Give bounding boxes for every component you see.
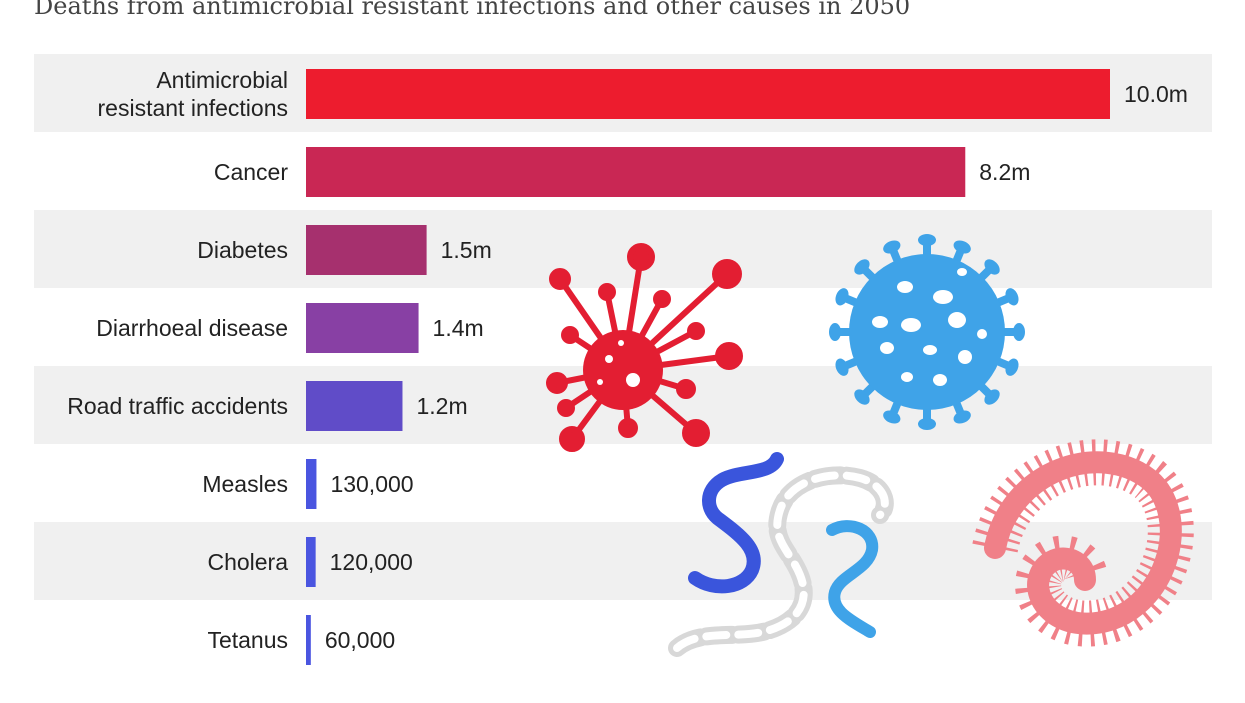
coronavirus-spike-tip	[835, 358, 849, 376]
category-label: Road traffic accidents	[67, 393, 288, 419]
blue-spiral-bacterium-icon	[688, 452, 784, 594]
coronavirus-spike-tip	[1013, 323, 1025, 341]
value-label: 130,000	[330, 471, 413, 497]
value-labels: 10.0m 8.2m 1.5m 1.4m 1.2m 130,000 120,000 60,00…	[325, 81, 1188, 653]
coronavirus-spike-tip	[1005, 358, 1019, 376]
value-label: 60,000	[325, 627, 395, 653]
coronavirus-spike-tip	[854, 389, 870, 405]
value-label: 1.5m	[441, 237, 492, 263]
bars	[306, 69, 1110, 665]
bar	[306, 537, 316, 587]
bar	[306, 303, 419, 353]
category-label: Diabetes	[197, 237, 288, 263]
coronavirus-spike-tip	[883, 410, 901, 424]
category-label: Antimicrobial resistant infections	[98, 67, 288, 121]
category-label: Cancer	[214, 159, 288, 185]
category-label: Cholera	[207, 549, 288, 575]
light-blue-spiral-bacterium-icon	[826, 520, 879, 638]
coronavirus-spike-tip	[984, 389, 1000, 405]
category-label: Tetanus	[207, 627, 288, 653]
coronavirus-spike-tip	[829, 323, 841, 341]
coronavirus-spike-tip	[953, 410, 971, 424]
coronavirus-spike-tip	[835, 288, 849, 306]
value-label: 8.2m	[979, 159, 1030, 185]
row-background	[34, 522, 1212, 600]
coronavirus-spike-tip	[854, 259, 870, 275]
bar	[306, 147, 966, 197]
blue-coronavirus-icon	[829, 234, 1025, 430]
bar	[306, 225, 427, 275]
category-labels: Antimicrobial resistant infections Cancer D…	[67, 67, 288, 653]
value-label: 120,000	[330, 549, 413, 575]
coronavirus-spike-tip	[953, 240, 971, 254]
bar	[306, 615, 311, 665]
coronavirus-spike-tip	[984, 259, 1000, 275]
chart-subtitle: Deaths from antimicrobial resistant infe…	[34, 0, 911, 20]
row-background	[34, 210, 1212, 288]
bar	[306, 69, 1110, 119]
value-label: 10.0m	[1124, 81, 1188, 107]
grey-chain-bacterium-icon	[668, 466, 894, 657]
value-label: 1.2m	[416, 393, 467, 419]
coronavirus-spike-tip	[918, 418, 936, 430]
bar	[306, 381, 403, 431]
coronavirus-spike-tip	[883, 240, 901, 254]
bar	[306, 459, 317, 509]
category-label: Measles	[202, 471, 288, 497]
red-virus-icon	[546, 243, 743, 452]
coronavirus-spike-tip	[1005, 288, 1019, 306]
category-label: Diarrhoeal disease	[96, 315, 288, 341]
value-label: 1.4m	[433, 315, 484, 341]
coronavirus-spike-tip	[918, 234, 936, 246]
pink-centipede-bacterium-icon	[972, 439, 1194, 647]
